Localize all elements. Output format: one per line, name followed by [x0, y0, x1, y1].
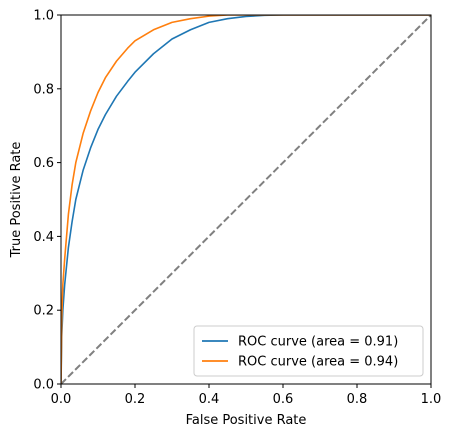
series-line-2 — [61, 15, 431, 384]
y-tick-label: 0.6 — [33, 156, 54, 171]
y-tick-label: 0.2 — [33, 304, 54, 319]
x-tick-label: 0.8 — [347, 392, 368, 407]
x-axis-label: False Positive Rate — [186, 413, 307, 428]
legend-box — [193, 325, 424, 377]
reference-diagonal-line — [61, 15, 431, 384]
axes: 0.0 0.2 0.4 0.6 0.8 1.0 0.0 0.2 0.4 0.6 0.8 1.0 — [33, 9, 441, 408]
axes-frame — [60, 14, 432, 385]
legend-label-2: ROC curve (area = 0.94) — [238, 355, 398, 370]
y-axis-label: True Positive Rate — [9, 142, 24, 259]
x-tick-label: 0.4 — [199, 392, 220, 407]
x-tick-label: 0.2 — [125, 392, 146, 407]
y-tick-label: 0.8 — [33, 82, 54, 97]
y-tick-label: 1.0 — [33, 9, 54, 24]
y-tick-label: 0.4 — [33, 230, 54, 245]
x-tick-label: 0.0 — [51, 392, 72, 407]
legend-label-1: ROC curve (area = 0.91) — [238, 335, 398, 350]
x-tick-label: 0.6 — [273, 392, 294, 407]
legend: ROC curve (area = 0.91) ROC curve (area =… — [193, 325, 424, 377]
x-tick-label: 1.0 — [421, 392, 442, 407]
y-tick-label: 0.0 — [33, 378, 54, 393]
